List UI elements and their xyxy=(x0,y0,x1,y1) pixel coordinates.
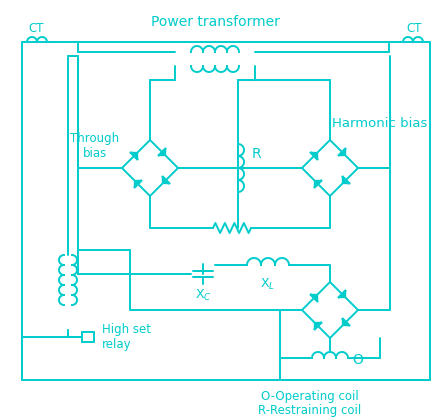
Polygon shape xyxy=(314,323,321,329)
Text: X$_C$: X$_C$ xyxy=(194,288,211,303)
Text: High set
relay: High set relay xyxy=(102,323,151,351)
Polygon shape xyxy=(311,295,317,302)
Polygon shape xyxy=(159,148,165,155)
Text: Through
bias: Through bias xyxy=(71,132,119,160)
Text: O: O xyxy=(352,353,363,367)
Text: CT: CT xyxy=(28,21,44,34)
Polygon shape xyxy=(131,153,138,160)
Polygon shape xyxy=(342,318,350,326)
Polygon shape xyxy=(338,290,346,297)
Polygon shape xyxy=(311,153,317,160)
Text: X$_L$: X$_L$ xyxy=(261,277,275,292)
Text: Harmonic bias: Harmonic bias xyxy=(332,116,428,129)
Polygon shape xyxy=(314,181,321,187)
Polygon shape xyxy=(342,176,350,184)
Text: O-Operating coil: O-Operating coil xyxy=(261,390,359,403)
Text: R: R xyxy=(252,147,261,161)
Bar xyxy=(82,332,94,342)
Text: R-Restraining coil: R-Restraining coil xyxy=(258,403,362,416)
Text: CT: CT xyxy=(406,21,422,34)
Polygon shape xyxy=(162,176,169,184)
Text: Power transformer: Power transformer xyxy=(151,15,279,29)
Polygon shape xyxy=(338,148,346,155)
Polygon shape xyxy=(135,181,142,187)
